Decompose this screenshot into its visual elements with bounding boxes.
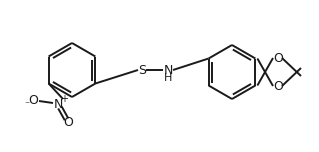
Text: O: O: [63, 116, 73, 128]
Text: O: O: [28, 93, 38, 107]
Text: ⁻: ⁻: [25, 100, 30, 110]
Text: O: O: [273, 79, 283, 93]
Text: O: O: [273, 52, 283, 64]
Text: H: H: [164, 73, 172, 83]
Text: N: N: [163, 64, 173, 76]
Text: S: S: [138, 64, 146, 76]
Text: N: N: [53, 97, 63, 111]
Text: +: +: [60, 94, 68, 104]
